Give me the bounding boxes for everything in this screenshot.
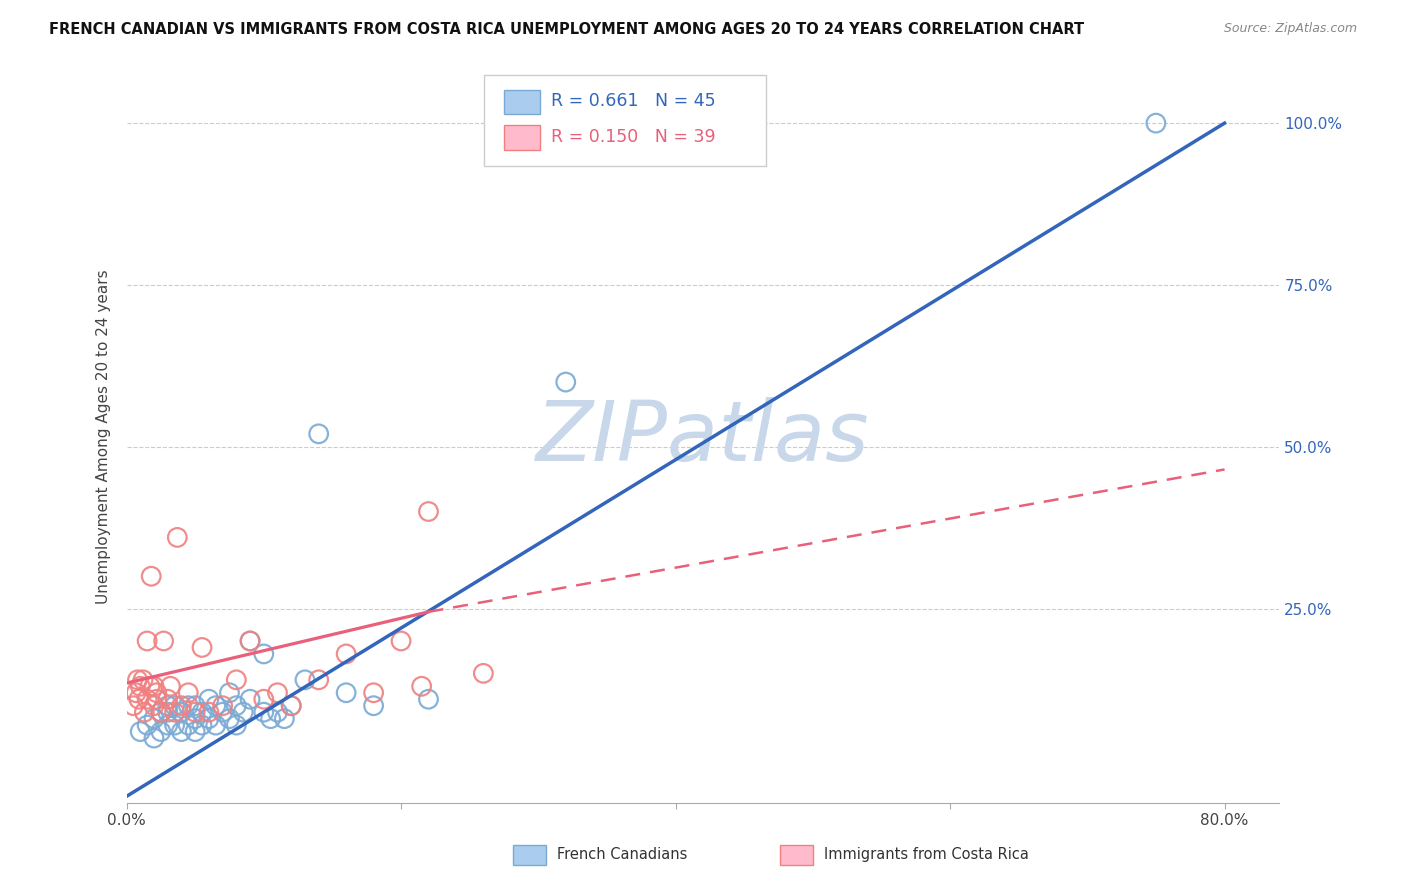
Point (1144, 116, 1167, 130)
Point (152, 634, 174, 648)
Point (218, 686, 240, 700)
Point (163, 698, 186, 713)
Point (141, 569, 163, 583)
Point (184, 724, 207, 739)
Point (163, 718, 186, 732)
Point (259, 712, 281, 726)
Point (363, 698, 385, 713)
Point (389, 634, 412, 648)
Point (128, 692, 150, 706)
Text: Immigrants from Costa Rica: Immigrants from Costa Rica (824, 847, 1029, 863)
Point (163, 705, 186, 719)
Point (418, 692, 440, 706)
Point (191, 640, 214, 655)
Point (170, 724, 193, 739)
Point (211, 705, 233, 719)
Point (218, 712, 240, 726)
Point (122, 698, 145, 713)
Point (266, 705, 288, 719)
Point (191, 718, 214, 732)
Point (273, 712, 295, 726)
Point (149, 705, 172, 719)
Text: FRENCH CANADIAN VS IMMIGRANTS FROM COSTA RICA UNEMPLOYMENT AMONG AGES 20 TO 24 Y: FRENCH CANADIAN VS IMMIGRANTS FROM COSTA… (49, 22, 1084, 37)
Point (145, 692, 167, 706)
Point (280, 698, 302, 713)
Point (177, 698, 200, 713)
Point (145, 686, 167, 700)
Point (211, 698, 233, 713)
Point (134, 705, 156, 719)
Point (232, 705, 254, 719)
Point (225, 673, 247, 687)
Point (143, 731, 166, 745)
Y-axis label: Unemployment Among Ages 20 to 24 years: Unemployment Among Ages 20 to 24 years (96, 269, 111, 605)
Point (266, 686, 288, 700)
Point (280, 698, 302, 713)
Point (554, 375, 576, 389)
Point (143, 698, 166, 713)
Text: French Canadians: French Canadians (557, 847, 688, 863)
Point (191, 705, 214, 719)
Point (132, 673, 155, 687)
Point (143, 679, 166, 693)
Point (136, 692, 159, 706)
Point (149, 705, 172, 719)
Bar (503, 126, 540, 150)
Point (204, 718, 226, 732)
Point (335, 686, 357, 700)
Point (225, 698, 247, 713)
Point (129, 679, 152, 693)
Point (239, 634, 262, 648)
Point (335, 647, 357, 661)
Point (159, 679, 181, 693)
Point (143, 712, 166, 726)
Point (308, 426, 330, 441)
Point (253, 647, 276, 661)
Point (139, 679, 162, 693)
Point (253, 692, 276, 706)
Point (177, 686, 200, 700)
Point (363, 686, 385, 700)
Point (136, 634, 159, 648)
Point (472, 666, 495, 681)
Point (170, 705, 193, 719)
Point (166, 530, 188, 544)
Point (198, 692, 221, 706)
Point (149, 724, 172, 739)
Text: R = 0.150   N = 39: R = 0.150 N = 39 (551, 128, 716, 146)
Text: R = 0.661   N = 45: R = 0.661 N = 45 (551, 93, 716, 111)
Point (184, 698, 207, 713)
Point (125, 686, 148, 700)
Point (239, 692, 262, 706)
Point (184, 712, 207, 726)
Point (198, 712, 221, 726)
Point (156, 718, 179, 732)
Point (239, 634, 262, 648)
Point (156, 705, 179, 719)
Bar (503, 90, 540, 114)
Point (170, 698, 193, 713)
FancyBboxPatch shape (484, 75, 766, 167)
Point (418, 504, 440, 518)
Point (136, 718, 159, 732)
Point (411, 679, 433, 693)
Point (294, 673, 316, 687)
Point (198, 705, 221, 719)
Point (177, 718, 200, 732)
Point (127, 673, 149, 687)
Point (204, 698, 226, 713)
Point (184, 705, 207, 719)
Text: Source: ZipAtlas.com: Source: ZipAtlas.com (1223, 22, 1357, 36)
Point (308, 673, 330, 687)
Text: ZIPatlas: ZIPatlas (536, 397, 870, 477)
Point (225, 718, 247, 732)
Point (253, 705, 276, 719)
Point (156, 698, 179, 713)
Point (156, 692, 179, 706)
Point (129, 724, 152, 739)
